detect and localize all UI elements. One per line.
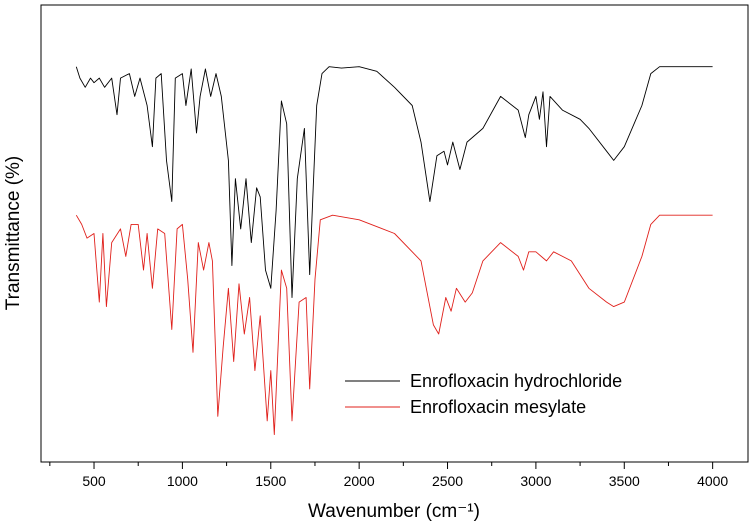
legend-label: Enrofloxacin hydrochloride	[410, 371, 622, 391]
x-tick-label: 2000	[344, 473, 375, 489]
x-tick-label: 1500	[255, 473, 286, 489]
x-tick-label: 3500	[609, 473, 640, 489]
spectrum-line	[75, 214, 713, 436]
x-tick-label: 500	[82, 473, 106, 489]
legend-label: Enrofloxacin mesylate	[410, 397, 586, 417]
y-axis-label: Transmittance (%)	[3, 156, 24, 311]
x-tick-label: 1000	[167, 473, 198, 489]
x-tick-label: 4000	[697, 473, 728, 489]
x-axis-label: Wavenumber (cm⁻¹)	[308, 501, 480, 522]
plot-frame	[40, 4, 749, 463]
spectrum-line	[75, 66, 713, 298]
x-tick-label: 2500	[432, 473, 463, 489]
x-tick-label: 3000	[520, 473, 551, 489]
